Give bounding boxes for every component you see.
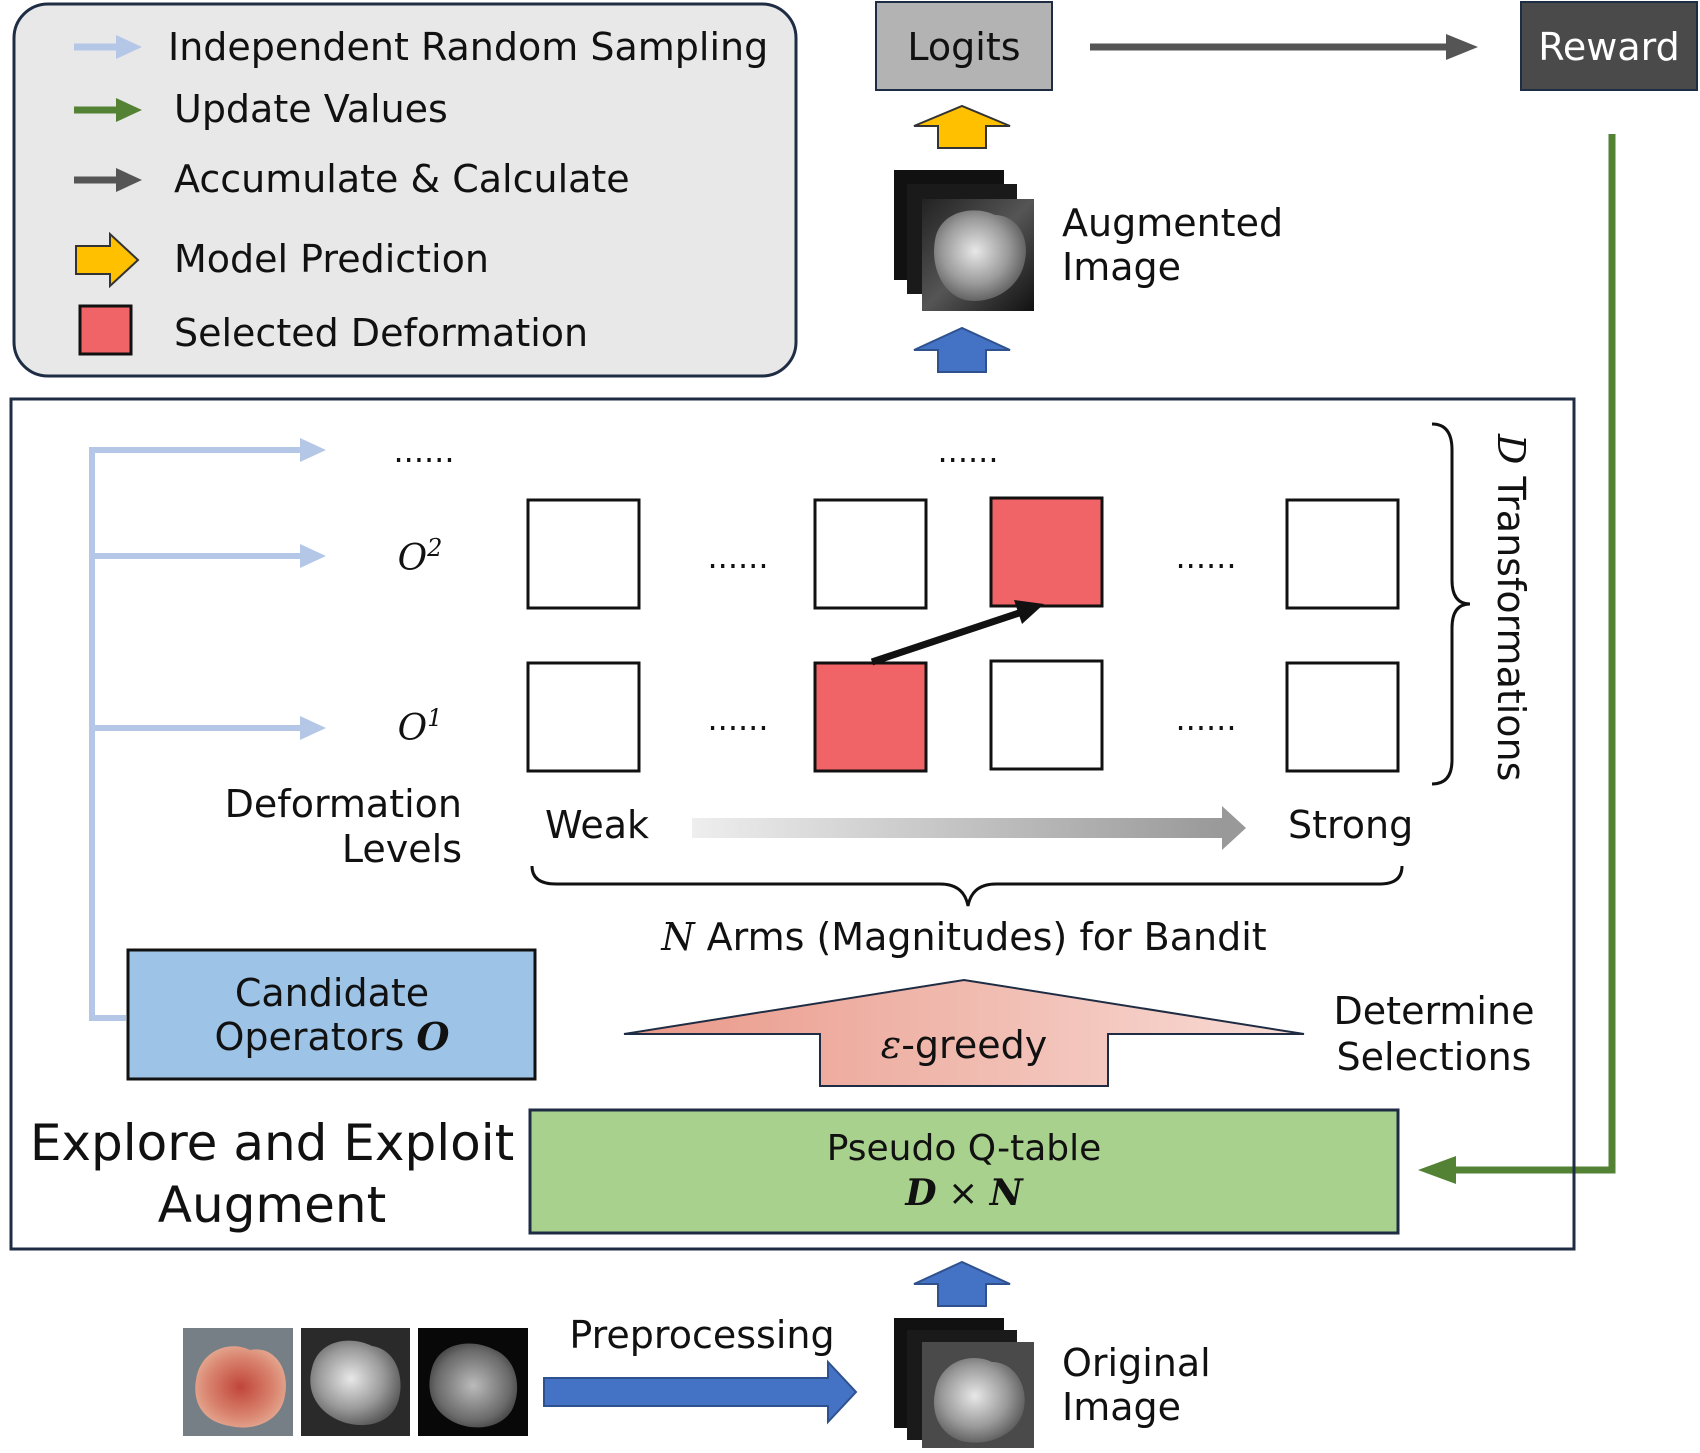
q-dim-n: N — [989, 1172, 1025, 1214]
transformations-label: D Transformations — [1489, 433, 1533, 781]
pseudo-q-table-box — [528, 1108, 1400, 1235]
row-label-o1-base: O — [398, 708, 428, 749]
determine-selections-line2: Selections — [1337, 1035, 1532, 1079]
raw-image-dark — [418, 1328, 528, 1436]
row-label-o2-sup: 2 — [426, 534, 442, 562]
augmented-image-label-line1: Augmented — [1062, 201, 1283, 245]
selection-transition-arrow — [870, 600, 1044, 666]
strong-label: Strong — [1288, 803, 1413, 847]
light-blue-arrow-icon — [74, 35, 142, 59]
epsilon-greedy-label: ε-greedy — [881, 1023, 1047, 1067]
candidate-operators-box — [126, 948, 537, 1081]
legend-label-update-values: Update Values — [174, 87, 448, 131]
explore-exploit-module — [9, 397, 1576, 1251]
row-label-o2-base: O — [398, 538, 428, 579]
deformation-levels-line2: Levels — [342, 827, 462, 871]
q-times: × — [937, 1173, 990, 1214]
arms-letter: N — [660, 915, 696, 959]
logits-box — [875, 1, 1053, 91]
legend: Independent Random Sampling Update Value… — [12, 2, 798, 378]
preprocessing-arrow — [543, 1359, 858, 1425]
pseudo-q-table-title: Pseudo Q-table — [827, 1128, 1102, 1169]
logits-label: Logits — [907, 25, 1020, 69]
cell-o2-col1 — [526, 498, 641, 610]
pseudo-q-table-dims: D × N — [904, 1172, 1024, 1214]
raw-image-gray — [301, 1328, 410, 1436]
legend-label-random-sampling: Independent Random Sampling — [168, 25, 768, 69]
dark-gray-arrow-icon — [74, 168, 142, 192]
greedy-text: -greedy — [901, 1023, 1047, 1067]
preprocessing-label: Preprocessing — [569, 1313, 834, 1357]
row-dots-center: ...... — [937, 432, 998, 470]
candidate-operators-text: Operators — [214, 1015, 416, 1059]
weak-label: Weak — [545, 803, 649, 847]
raw-image-color — [183, 1328, 293, 1436]
cell-o2-last — [1285, 498, 1400, 610]
row-o1-dots-a: ...... — [707, 700, 768, 738]
transformations-brace — [1431, 422, 1471, 786]
row-label-o1-sup: 1 — [427, 704, 442, 732]
module-title-line2: Augment — [158, 1176, 386, 1234]
determine-selections-line1: Determine — [1334, 989, 1535, 1033]
row-o1-dots-b: ...... — [1175, 700, 1236, 738]
reward-label: Reward — [1538, 25, 1680, 69]
cell-o1-col3 — [989, 659, 1104, 771]
candidate-operators-line1: Candidate — [235, 971, 429, 1015]
arms-label: N Arms (Magnitudes) for Bandit — [660, 915, 1266, 959]
cell-o2-col2 — [813, 498, 928, 610]
augmented-image-stack — [894, 170, 1034, 311]
row-label-o1: O1 — [398, 704, 443, 749]
arms-brace — [530, 865, 1404, 907]
cell-o2-selected — [989, 496, 1104, 608]
green-arrow-icon — [74, 98, 142, 122]
random-sampling-tree — [89, 438, 326, 1021]
epsilon-greedy-arrow — [623, 978, 1305, 1087]
reward-box — [1520, 1, 1698, 91]
original-image-stack — [894, 1318, 1034, 1448]
model-prediction-arrow — [913, 104, 1011, 149]
accumulate-arrow — [1090, 34, 1478, 60]
red-square-icon — [78, 304, 133, 356]
transformations-text: Transformations — [1489, 464, 1533, 781]
row-dots-left: ...... — [393, 432, 454, 470]
original-input-arrow — [913, 1260, 1011, 1307]
yellow-block-arrow-icon — [75, 231, 140, 289]
augmented-image-label-line2: Image — [1062, 245, 1181, 289]
module-title-line1: Explore and Exploit — [30, 1114, 514, 1172]
legend-label-model-prediction: Model Prediction — [174, 237, 489, 281]
candidate-operators-line2: Operators O — [214, 1014, 449, 1059]
row-label-o2: O2 — [398, 534, 443, 579]
original-image-label-line1: Original — [1062, 1341, 1211, 1385]
candidate-operators-symbol: O — [416, 1014, 449, 1059]
cell-o1-last — [1285, 661, 1400, 773]
legend-label-accumulate: Accumulate & Calculate — [174, 157, 630, 201]
q-dim-d: D — [904, 1172, 936, 1214]
update-values-arrow — [1418, 134, 1616, 1184]
weak-to-strong-arrow — [692, 806, 1246, 850]
legend-box — [12, 2, 798, 378]
cell-o1-selected — [813, 661, 928, 773]
row-o2-dots-a: ...... — [707, 538, 768, 576]
cell-o1-col1 — [526, 661, 641, 773]
deformation-levels-line1: Deformation — [225, 782, 462, 826]
epsilon-symbol: ε — [881, 1023, 901, 1067]
arms-text: Arms (Magnitudes) for Bandit — [695, 915, 1267, 959]
legend-label-selected-deformation: Selected Deformation — [174, 311, 588, 355]
transformations-letter: D — [1489, 433, 1533, 464]
augment-output-arrow — [913, 326, 1011, 373]
row-o2-dots-b: ...... — [1175, 538, 1236, 576]
original-image-label-line2: Image — [1062, 1385, 1181, 1429]
